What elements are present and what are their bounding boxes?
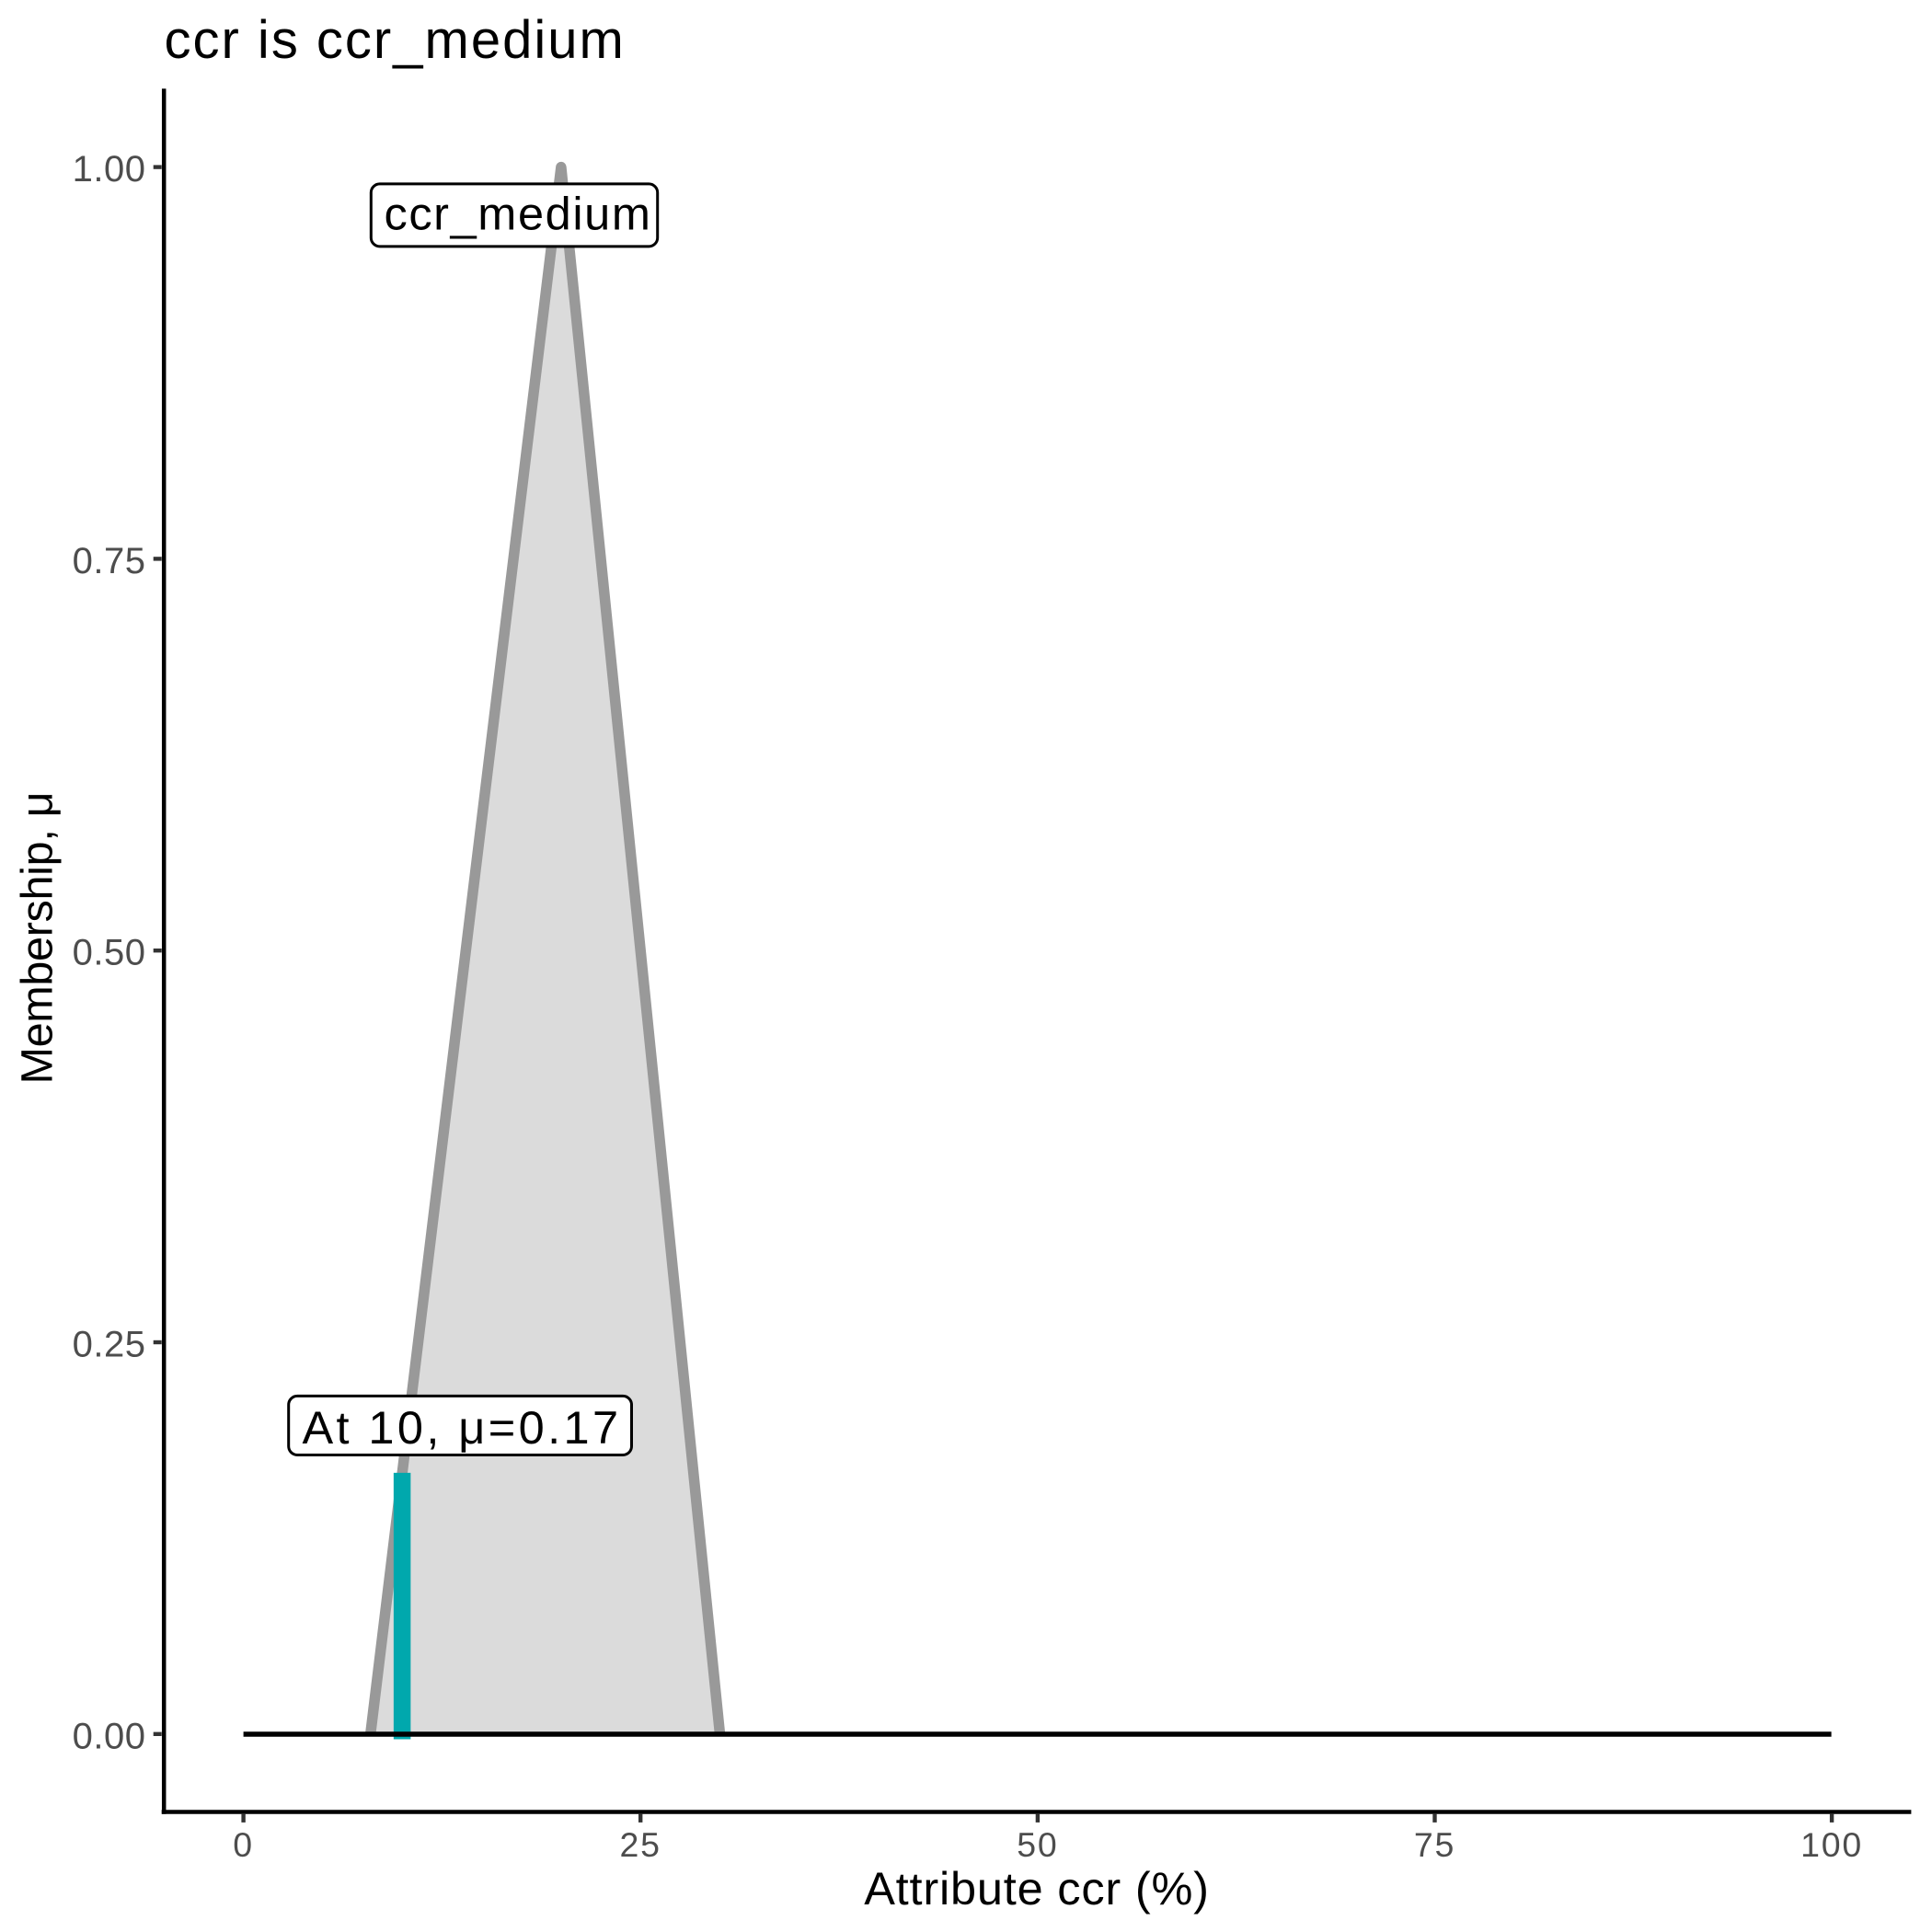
- svg-text:50: 50: [1017, 1825, 1058, 1864]
- svg-text:ccr_medium: ccr_medium: [384, 188, 651, 240]
- svg-text:100: 100: [1800, 1825, 1863, 1864]
- svg-text:ccr is ccr_medium: ccr is ccr_medium: [165, 10, 626, 70]
- svg-text:0: 0: [233, 1825, 254, 1864]
- svg-text:Attribute ccr (%): Attribute ccr (%): [864, 1862, 1210, 1915]
- svg-text:0.75: 0.75: [73, 541, 146, 581]
- svg-text:0.50: 0.50: [73, 933, 146, 973]
- svg-text:0.00: 0.00: [73, 1716, 146, 1756]
- svg-text:At 10, μ=0.17: At 10, μ=0.17: [302, 1401, 621, 1454]
- svg-text:Membership, μ: Membership, μ: [13, 792, 63, 1085]
- svg-text:0.25: 0.25: [73, 1325, 146, 1365]
- svg-text:1.00: 1.00: [73, 149, 146, 190]
- svg-text:25: 25: [620, 1825, 661, 1864]
- svg-text:75: 75: [1414, 1825, 1455, 1864]
